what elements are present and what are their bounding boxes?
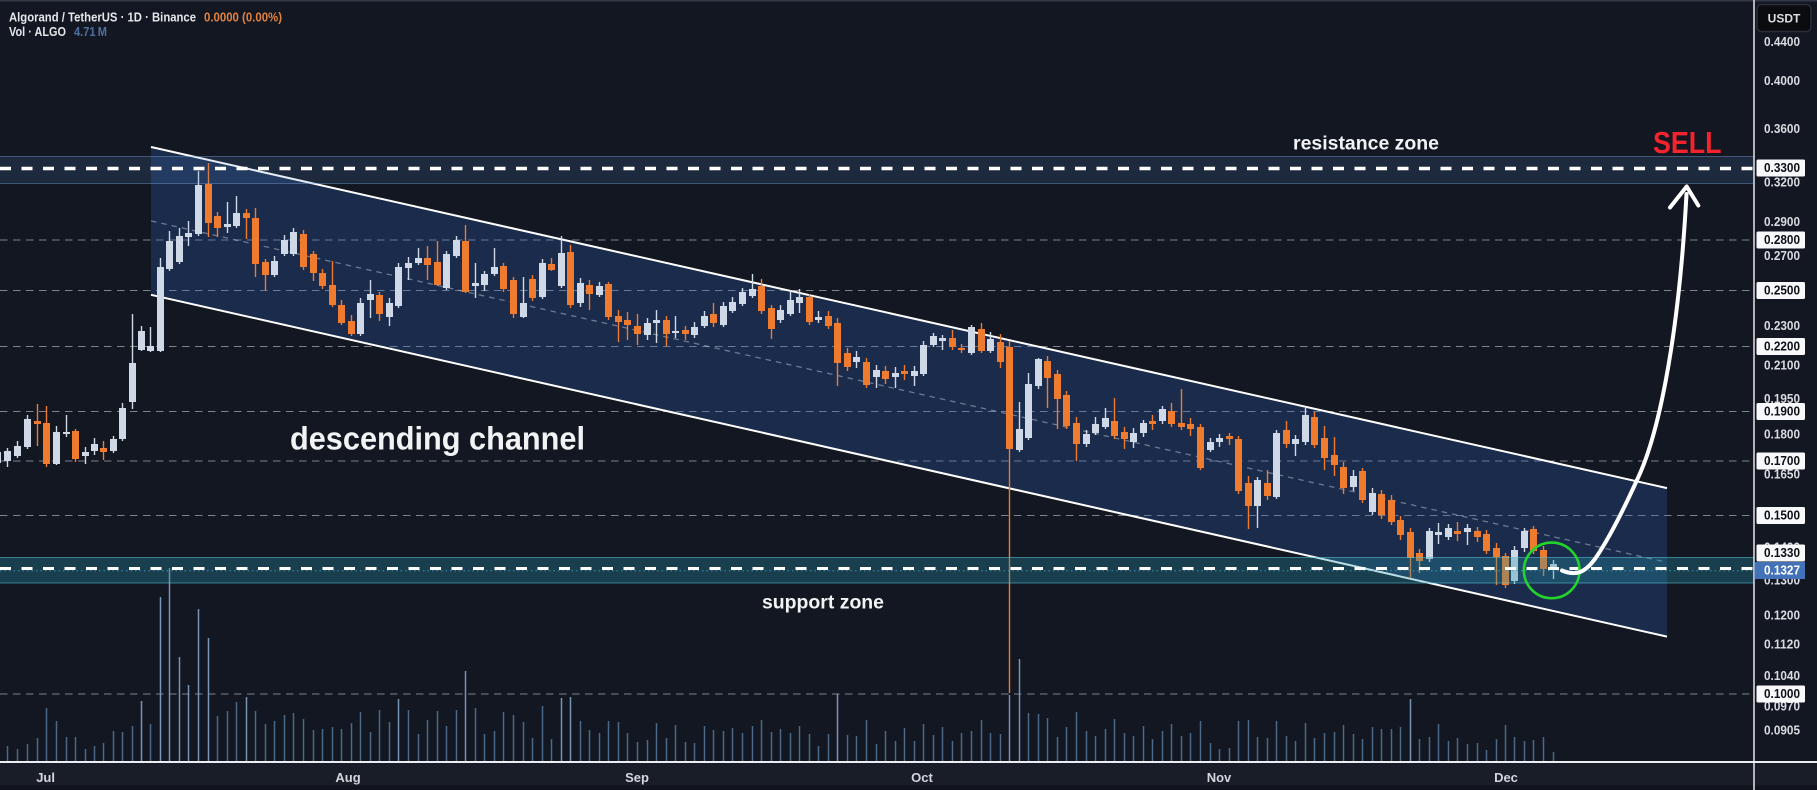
svg-text:0.1327: 0.1327 — [1764, 564, 1800, 578]
svg-text:4.71 M: 4.71 M — [74, 25, 107, 39]
svg-text:0.2500: 0.2500 — [1764, 284, 1800, 298]
svg-text:USDT: USDT — [1768, 12, 1801, 26]
svg-text:descending channel: descending channel — [290, 421, 585, 457]
svg-text:0.1330: 0.1330 — [1764, 546, 1800, 560]
svg-text:0.1800: 0.1800 — [1764, 428, 1800, 442]
svg-text:0.3200: 0.3200 — [1764, 176, 1800, 190]
svg-text:0.0000 (0.00%): 0.0000 (0.00%) — [204, 11, 282, 25]
svg-text:0.1200: 0.1200 — [1764, 609, 1800, 623]
svg-text:Oct: Oct — [911, 770, 933, 785]
svg-text:0.1120: 0.1120 — [1764, 638, 1800, 652]
svg-text:0.2800: 0.2800 — [1764, 233, 1800, 247]
svg-text:0.1650: 0.1650 — [1764, 468, 1800, 482]
svg-text:0.0905: 0.0905 — [1764, 724, 1800, 738]
svg-text:Nov: Nov — [1207, 770, 1232, 785]
svg-text:0.2200: 0.2200 — [1764, 340, 1800, 354]
svg-text:0.1900: 0.1900 — [1764, 405, 1800, 419]
svg-text:0.1000: 0.1000 — [1764, 687, 1800, 701]
svg-text:0.1040: 0.1040 — [1764, 669, 1800, 683]
svg-text:Dec: Dec — [1494, 770, 1518, 785]
svg-text:0.4000: 0.4000 — [1764, 74, 1800, 88]
svg-text:Algorand / TetherUS · 1D · Bin: Algorand / TetherUS · 1D · Binance — [9, 11, 196, 25]
svg-text:Vol · ALGO: Vol · ALGO — [9, 25, 66, 39]
svg-text:Aug: Aug — [335, 770, 360, 785]
svg-text:0.1950: 0.1950 — [1764, 392, 1800, 406]
svg-text:0.3600: 0.3600 — [1764, 122, 1800, 136]
svg-text:0.2900: 0.2900 — [1764, 215, 1800, 229]
svg-text:SELL: SELL — [1653, 125, 1722, 160]
svg-text:0.1500: 0.1500 — [1764, 509, 1800, 523]
svg-text:0.3300: 0.3300 — [1764, 161, 1800, 175]
svg-text:0.2100: 0.2100 — [1764, 359, 1800, 373]
svg-text:Jul: Jul — [36, 770, 55, 785]
svg-text:0.0970: 0.0970 — [1764, 700, 1800, 714]
svg-text:0.4400: 0.4400 — [1764, 35, 1800, 49]
svg-text:Sep: Sep — [625, 770, 649, 785]
svg-text:support zone: support zone — [762, 593, 884, 614]
svg-text:0.2300: 0.2300 — [1764, 319, 1800, 333]
svg-text:0.1700: 0.1700 — [1764, 454, 1800, 468]
svg-text:0.2700: 0.2700 — [1764, 249, 1800, 263]
svg-text:resistance zone: resistance zone — [1293, 134, 1439, 155]
